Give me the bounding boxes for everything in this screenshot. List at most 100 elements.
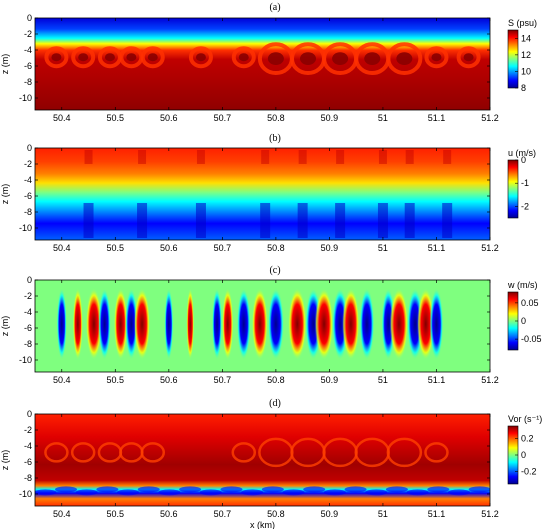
billow-12: [424, 46, 449, 69]
x-tick-label: 50.8: [267, 243, 285, 253]
billow-0: [44, 46, 69, 69]
x-tick-label: 50.9: [321, 243, 339, 253]
x-axis-label: x (km): [250, 520, 275, 529]
jet-column-2: [195, 203, 206, 238]
x-tick-label: 51.1: [428, 243, 446, 253]
x-tick-label: 50.4: [53, 243, 71, 253]
x-tick-label: 51: [378, 243, 388, 253]
heatmap-field: [35, 148, 490, 240]
top-column-0: [84, 150, 93, 164]
bottom-jet-12: [282, 489, 305, 496]
bottom-jet-4: [117, 489, 140, 496]
y-tick-label: 0: [27, 409, 32, 419]
w-cell-10: [222, 288, 234, 360]
x-tick-label: 50.4: [53, 509, 71, 519]
colorbar-title: w (m/s): [507, 280, 538, 290]
jet-column-7: [404, 203, 415, 238]
x-tick-label: 50.7: [214, 113, 232, 123]
plot-frame: [34, 147, 491, 241]
bottom-jet-9: [220, 486, 243, 493]
x-tick-label: 50.9: [321, 113, 339, 123]
x-tick-label: 51.1: [428, 509, 446, 519]
bottom-jet-18: [406, 489, 429, 496]
panel-tag: (b): [269, 133, 281, 144]
y-tick-label: 0: [27, 275, 32, 285]
w-cell-12: [251, 288, 268, 360]
w-cell-5: [125, 288, 138, 360]
bottom-jet-20: [447, 489, 470, 496]
jet-column-5: [335, 203, 346, 238]
x-tick-label: 50.6: [160, 113, 178, 123]
w-cell-23: [417, 288, 435, 360]
colorbar-tick-label: -0.05: [521, 334, 542, 344]
heatmap-field: [35, 18, 490, 110]
vor-billow-10: [386, 437, 423, 468]
vor-billow-1: [70, 442, 96, 463]
plot-frame: [34, 413, 491, 507]
w-cell-24: [429, 288, 444, 360]
x-tick-label: 51.1: [428, 375, 446, 385]
colorbar-title: Vor (s⁻¹): [508, 414, 542, 424]
plot-frame: [34, 17, 491, 111]
jet-column-1: [137, 203, 148, 238]
x-tick-label: 51.1: [428, 113, 446, 123]
w-cell-13: [267, 288, 284, 360]
w-cell-16: [314, 288, 334, 360]
billow-core-11: [396, 52, 413, 66]
bottom-jet-13: [303, 486, 326, 493]
colorbar-tick-label: 14: [521, 33, 531, 43]
panel-tag: (c): [269, 265, 280, 276]
billow-core-9: [332, 52, 349, 66]
colorbar-title: S (psu): [508, 18, 537, 28]
x-tick-label: 51.2: [481, 375, 499, 385]
heatmap-field: [35, 414, 490, 506]
bottom-jet-2: [75, 489, 98, 496]
billow-core-4: [147, 53, 158, 62]
panel-tag: (a): [269, 2, 280, 13]
x-tick-label: 50.5: [107, 375, 125, 385]
w-cell-18: [342, 288, 360, 360]
jet-column-0: [83, 203, 94, 238]
w-cell-21: [389, 288, 409, 360]
vor-billow-11: [424, 442, 449, 463]
y-tick-label: -8: [24, 339, 32, 349]
top-column-2: [196, 150, 205, 164]
colorbar-tick-label: -1: [521, 178, 529, 188]
bottom-jet-7: [179, 486, 202, 493]
x-tick-label: 51.2: [481, 243, 499, 253]
x-tick-label: 50.4: [53, 375, 71, 385]
y-tick-label: -8: [24, 77, 32, 87]
w-cell-0: [56, 288, 67, 360]
x-tick-label: 51.2: [481, 113, 499, 123]
billow-core-2: [104, 53, 115, 62]
panel-4: (d) 50.4 50.5 50.6 50.7 50.8 50.9 51 51.1 51.2 0 -2…: [0, 398, 542, 529]
panel-3: (c) 50.4 50.5 50.6 50.7 50.8 50.9 51 51.1 51.2 0 -2…: [0, 265, 542, 385]
y-tick-label: -4: [24, 307, 32, 317]
x-tick-label: 50.7: [214, 375, 232, 385]
bottom-jet-14: [323, 489, 346, 496]
bottom-jet-1: [55, 486, 78, 493]
x-tick-label: 50.6: [160, 509, 178, 519]
bottom-jet-10: [241, 489, 264, 496]
panel-2: (b) 50.4 50.5 50.6 50.7 50.8 50.9 51 51.1 51.2 0 -2…: [0, 133, 536, 253]
bottom-jet-16: [365, 489, 388, 496]
y-tick-label: -8: [24, 207, 32, 217]
colorbar: [507, 29, 519, 89]
bottom-jet-8: [199, 489, 222, 496]
vor-billow-4: [140, 442, 166, 463]
top-column-7: [405, 150, 414, 164]
w-cell-7: [164, 288, 174, 360]
w-cell-1: [72, 288, 83, 360]
colorbar: [507, 159, 519, 219]
panel-tag: (d): [269, 398, 281, 409]
x-tick-label: 50.5: [107, 509, 125, 519]
colorbar-tick-label: 12: [521, 50, 531, 60]
colorbar-tick-label: 0: [521, 155, 526, 165]
billow-5: [188, 46, 213, 69]
y-tick-label: -2: [24, 29, 32, 39]
billow-core-10: [364, 52, 381, 66]
colorbar-tick-label: -2: [521, 201, 529, 211]
billow-11: [386, 42, 423, 76]
panel-1: (a) 50.4 50.5 50.6 50.7 50.8 50.9 51 51.1 51.2 0 -2…: [0, 2, 537, 123]
